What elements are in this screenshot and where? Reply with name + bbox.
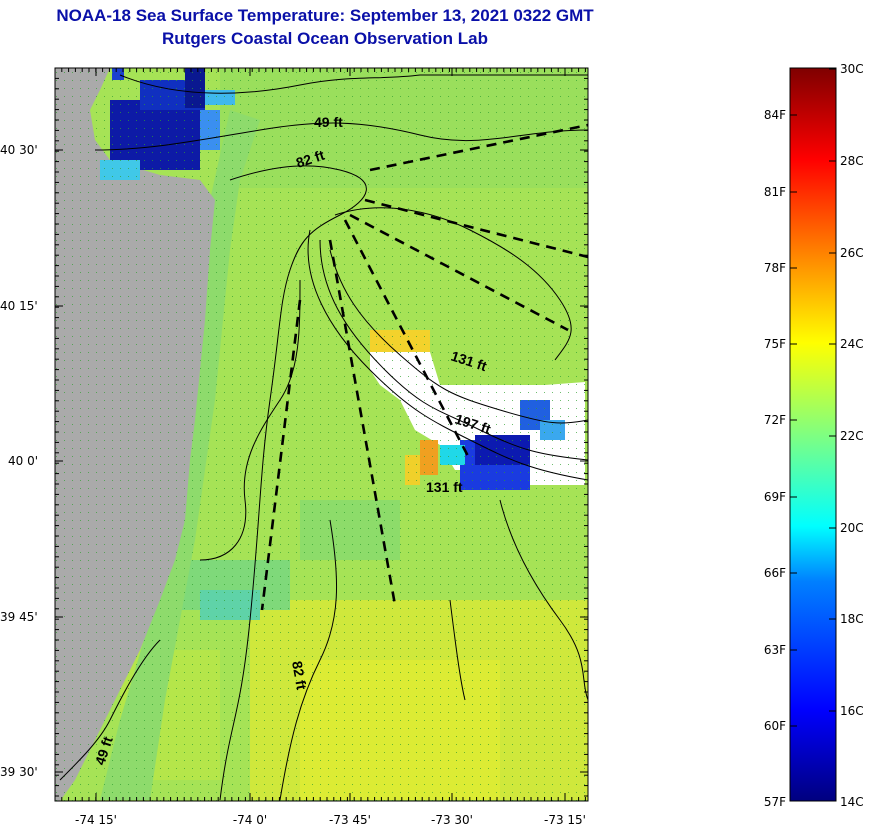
map-grid — [55, 68, 588, 801]
lon-tick-label: -73 15' — [544, 813, 586, 827]
colorbar-c-label: 24C — [840, 337, 864, 351]
colorbar-f-label: 57F — [764, 795, 786, 809]
lon-tick-label: -73 45' — [329, 813, 371, 827]
colorbar-c-label: 28C — [840, 154, 864, 168]
lat-tick-label: 39 30' — [0, 765, 38, 779]
lon-tick-label: -74 15' — [75, 813, 117, 827]
colorbar-ticks — [790, 68, 836, 802]
lat-tick-label: 40 15' — [0, 299, 38, 313]
lat-tick-label: 40 30' — [0, 143, 38, 157]
axis-ticks — [54, 67, 588, 801]
map-subtitle: Rutgers Coastal Ocean Observation Lab — [162, 29, 488, 48]
colorbar-f-label: 78F — [764, 261, 786, 275]
colorbar-f-label: 63F — [764, 643, 786, 657]
colorbar-f-label: 66F — [764, 566, 786, 580]
dashed-track-lines — [260, 123, 588, 611]
colorbar-c-label: 18C — [840, 612, 864, 626]
lat-tick-label: 40 0' — [8, 454, 38, 468]
colorbar-f-label: 69F — [764, 490, 786, 504]
colorbar-f-label: 60F — [764, 719, 786, 733]
colorbar-f-label: 81F — [764, 185, 786, 199]
colorbar-c-label: 16C — [840, 704, 864, 718]
lat-tick-label: 39 45' — [0, 610, 38, 624]
lon-tick-label: -74 0' — [233, 813, 267, 827]
colorbar-c-label: 20C — [840, 521, 864, 535]
lon-tick-label: -73 30' — [431, 813, 473, 827]
colorbar-f-label: 75F — [764, 337, 786, 351]
colorbar-f-label: 72F — [764, 413, 786, 427]
colorbar-c-label: 26C — [840, 246, 864, 260]
colorbar-c-label: 30C — [840, 62, 864, 76]
colorbar-c-label: 22C — [840, 429, 864, 443]
contour-label: 131 ft — [426, 479, 463, 495]
contour-label: 82 ft — [289, 660, 310, 691]
colorbar-c-label: 14C — [840, 795, 864, 809]
bathymetry-contours — [59, 74, 588, 801]
colorbar-f-label: 84F — [764, 108, 786, 122]
colorbar-gradient — [789, 67, 837, 802]
map-title: NOAA-18 Sea Surface Temperature: Septemb… — [56, 6, 594, 25]
map-frame — [54, 67, 589, 802]
contour-label: 49 ft — [314, 114, 343, 130]
